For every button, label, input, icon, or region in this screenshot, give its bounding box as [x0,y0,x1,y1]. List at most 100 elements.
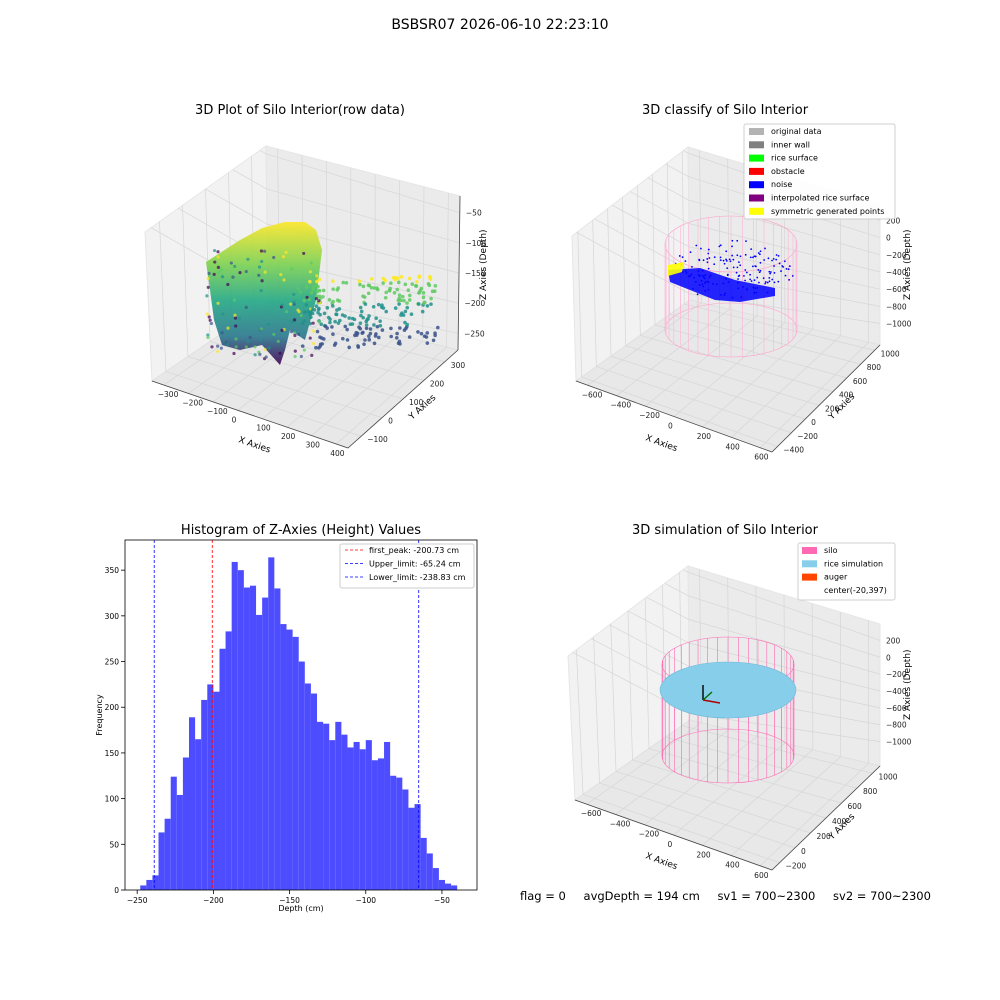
raw-data-point [367,314,371,318]
raw-data-point [431,338,436,343]
raw-data-point [361,284,366,289]
rice-simulation-surface [659,661,797,719]
y-ticks: 0 50 100 150 200 250 300 350 [105,566,125,895]
raw-data-point [343,324,348,329]
raw-data-point [425,341,430,345]
raw-data-point [260,279,264,283]
histogram-bar [377,758,385,890]
raw-data-point [328,317,332,322]
raw-data-point [416,330,420,334]
raw-data-point [308,336,312,340]
raw-data-point [376,302,381,307]
raw-data-point [383,295,388,300]
raw-data-point [308,270,312,274]
raw-data-point [310,311,315,316]
raw-data-point [281,254,286,259]
sv1-value: sv1 = 700~2300 [717,889,816,903]
histogram-bar [140,885,147,890]
raw-data-point [358,282,362,287]
noise-point [773,281,776,284]
y-tick-label: 100 [105,795,120,804]
noise-point [684,260,687,263]
raw-data-point [397,293,402,297]
histogram-bar [207,684,214,890]
raw-data-point [216,265,220,269]
z-axis-label: Z Axies (Depth) [903,649,913,720]
raw-data-point [389,281,393,286]
raw-data-point [226,282,230,287]
histogram-bar [237,570,244,890]
histogram-bar [323,723,330,890]
y-tick-label: −400 [783,446,804,455]
raw-data-point [373,334,378,338]
noise-point [788,278,791,281]
raw-data-point [266,322,271,327]
raw-data-point [375,324,380,329]
noise-point [769,272,772,275]
legend-label: symmetric generated points [771,207,884,216]
histogram-bar [359,749,366,890]
raw-data-point [309,315,313,319]
noise-point [773,272,776,274]
noise-point [731,239,734,242]
raw-data-point [316,307,321,312]
raw-data-point [212,248,217,253]
legend-swatch [749,128,764,135]
raw-data-point [337,299,342,303]
figure-suptitle: BSBSR07 2026-06-10 22:23:10 [391,17,609,33]
panel4-title: 3D simulation of Silo Interior [632,523,818,538]
x-tick-label: −600 [582,390,603,399]
histogram-bar [384,741,391,890]
raw-data-point [365,317,369,322]
raw-data-point [317,320,321,324]
z-axis-label: Z Axies (Depth) [903,229,913,300]
histogram-bar [426,853,433,890]
raw-data-point [259,338,263,342]
raw-data-point [272,332,276,336]
raw-data-point [244,305,248,309]
raw-data-point [263,249,267,253]
noise-point [737,278,739,280]
noise-point [702,259,705,262]
noise-point [757,252,760,254]
noise-point [769,271,772,273]
legend-swatch [802,560,817,568]
raw-data-point [276,339,280,343]
noise-point [753,279,756,282]
histogram-bar [231,561,238,890]
noise-point [689,251,692,254]
x-tick-label: 0 [668,422,673,431]
raw-data-point [406,288,411,292]
raw-data-point [426,282,431,286]
raw-data-point [232,351,236,356]
raw-data-point [210,345,214,349]
noise-point [749,273,752,276]
raw-data-point [220,275,225,279]
noise-point [744,269,747,271]
noise-point [732,266,735,269]
raw-data-point [233,313,237,317]
noise-point [736,266,739,269]
x-tick-labels: −600 −400 −200 0 200 400 600 [582,390,769,461]
histogram-bar [347,747,354,890]
raw-data-point [216,349,220,353]
y-tick-label: 800 [867,363,882,372]
raw-data-point [407,276,412,281]
noise-point [750,280,753,282]
raw-data-point [429,302,433,306]
z-axis-line [457,195,461,351]
raw-data-point [359,309,364,314]
raw-data-point [305,295,309,299]
raw-data-point [302,298,306,303]
z-tick-label: 0 [886,234,891,243]
noise-point [738,261,740,264]
raw-data-point [408,293,412,298]
raw-data-point [309,290,314,295]
noise-point [731,254,734,257]
raw-data-point [368,331,373,336]
raw-data-point [289,267,294,271]
raw-data-point [330,325,334,329]
x-axis-line [151,380,349,449]
raw-data-point [206,333,210,337]
